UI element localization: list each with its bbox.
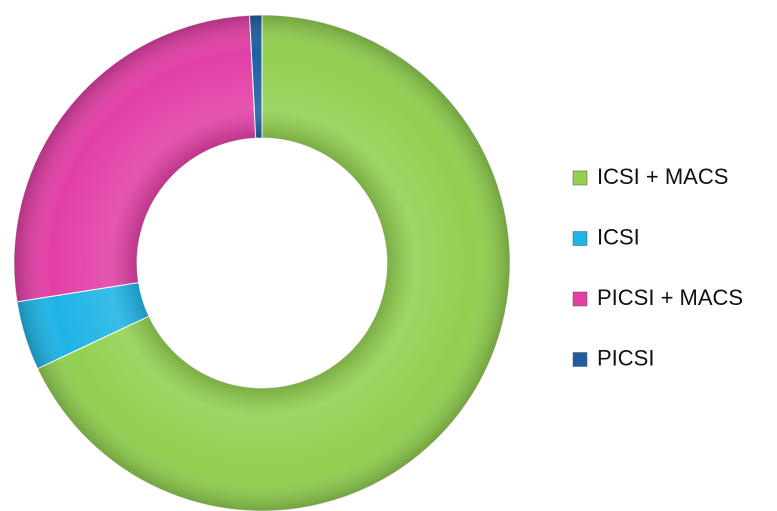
legend-label: ICSI <box>597 224 640 249</box>
legend-label: PICSI + MACS <box>597 285 743 310</box>
legend-swatch <box>572 291 588 307</box>
slice-shade <box>17 282 149 369</box>
legend-swatch <box>572 352 588 367</box>
legend-label: PICSI <box>597 345 654 370</box>
slice-shade <box>37 15 510 511</box>
legend-swatch <box>572 231 588 246</box>
slice-shade <box>249 15 262 139</box>
legend: ICSI + MACS ICSI PICSI + MACS PICSI <box>572 164 743 370</box>
slices <box>13 14 511 511</box>
legend-swatch <box>572 170 588 186</box>
legend-label: ICSI + MACS <box>597 164 728 189</box>
slice-shade <box>13 15 256 302</box>
